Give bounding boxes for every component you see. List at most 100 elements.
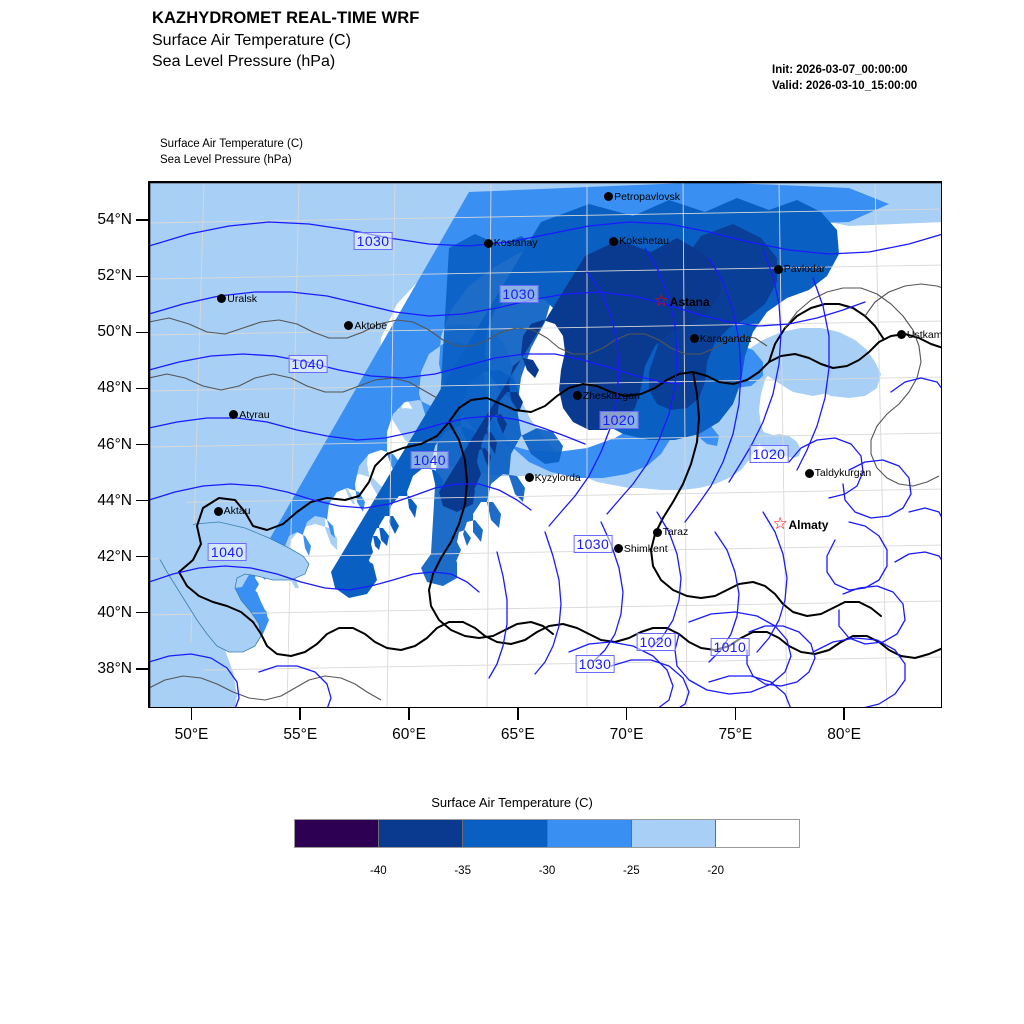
subtitle-temperature: Surface Air Temperature (C)	[152, 31, 351, 49]
isobar-label: 1020	[749, 444, 789, 463]
lon-tick	[517, 708, 519, 720]
city-marker-petropavlovsk[interactable]: Petropavlovsk	[604, 191, 680, 203]
city-marker-atyrau[interactable]: Atyrau	[229, 408, 270, 421]
capital-star-icon: ☆	[772, 514, 788, 534]
isobar-label: 1030	[353, 231, 393, 250]
city-label: Kokshetau	[619, 235, 669, 248]
lat-tick	[136, 275, 148, 278]
isobar-label: 1030	[499, 285, 539, 304]
city-label: Aktobe	[354, 319, 388, 332]
city-marker-kokshetau[interactable]: Kokshetau	[609, 235, 669, 247]
city-marker-almaty[interactable]: ☆ Almaty	[772, 514, 829, 534]
colorbar-tick-label: -25	[623, 865, 640, 877]
lon-tick-label: 70°E	[609, 726, 644, 743]
field-caption-pressure: Sea Level Pressure (hPa)	[160, 154, 292, 167]
city-dot-icon	[524, 473, 534, 483]
lon-tick	[190, 708, 193, 720]
init-time: Init: 2026-03-07_00:00:00	[772, 64, 908, 76]
city-marker-kyzylorda[interactable]: Kyzylorda	[524, 471, 581, 484]
city-dot-icon	[609, 236, 619, 246]
city-label: Karaganda	[699, 332, 752, 345]
isobar-label: 1010	[710, 638, 750, 657]
lon-tick-label: 80°E	[827, 726, 861, 743]
city-dot-icon	[229, 410, 239, 420]
colorbar-tick-label: -35	[454, 865, 471, 877]
city-marker-karaganda[interactable]: Karaganda	[689, 332, 752, 345]
field-caption: Surface Air Temperature (C) Sea Level Pr…	[160, 136, 303, 169]
country-borders	[178, 303, 941, 659]
isobar-label: 1040	[207, 543, 247, 562]
lat-tick-label: 40°N	[97, 603, 132, 621]
lon-tick	[843, 708, 845, 720]
city-label: Ustkaman	[906, 328, 942, 341]
lat-tick	[136, 667, 148, 670]
city-marker-aktau[interactable]: Aktau	[213, 505, 251, 518]
city-marker-taldykurgan[interactable]: Taldykurgan	[804, 467, 871, 479]
model-run-info: Init: 2026-03-07_00:00:00 Valid: 2026-03…	[772, 63, 917, 94]
city-label: Astana	[669, 294, 710, 309]
city-label: Uralsk	[227, 292, 258, 305]
lat-tick	[136, 387, 148, 390]
lat-tick	[136, 499, 148, 502]
lon-tick	[625, 708, 628, 720]
regional-borders	[149, 283, 941, 701]
isobar-label: 1040	[410, 450, 449, 469]
city-dot-icon	[613, 544, 623, 554]
lon-tick	[299, 708, 302, 720]
temperature-field	[149, 182, 941, 640]
lon-tick-label: 65°E	[500, 726, 535, 743]
city-marker-pavlodar[interactable]: Pavlodar	[773, 263, 826, 276]
lat-tick-label: 44°N	[97, 491, 132, 509]
city-dot-icon	[483, 238, 493, 248]
colorbar[interactable]	[294, 819, 800, 848]
lat-tick-label: 46°N	[97, 435, 132, 453]
colorbar-swatch-5	[714, 820, 800, 847]
lat-tick	[136, 219, 148, 222]
colorbar-swatch-2	[462, 820, 547, 847]
city-label: Zheskazgan	[582, 389, 640, 402]
lat-tick-label: 54°N	[97, 211, 132, 229]
lat-tick-label: 52°N	[97, 267, 132, 285]
title-block: KAZHYDROMET REAL-TIME WRF Surface Air Te…	[152, 8, 419, 72]
city-marker-aktobe[interactable]: Aktobe	[344, 320, 387, 332]
subtitle-pressure: Sea Level Pressure (hPa)	[152, 52, 336, 70]
city-marker-taraz[interactable]: Taraz	[652, 526, 689, 539]
lat-tick-label: 50°N	[97, 323, 132, 341]
lat-tick-label: 42°N	[97, 547, 132, 565]
city-dot-icon	[652, 527, 662, 537]
city-label: Kostanay	[493, 237, 538, 250]
city-dot-icon	[804, 468, 814, 478]
city-label: Taraz	[662, 526, 689, 539]
colorbar-swatch-0	[295, 820, 379, 847]
isobar-label: 1020	[636, 632, 676, 651]
colorbar-swatch-3	[546, 820, 631, 847]
lat-tick	[136, 331, 148, 334]
city-marker-zheskazgan[interactable]: Zheskazgan	[572, 389, 640, 402]
capital-star-icon: ☆	[653, 291, 669, 311]
lon-tick	[734, 708, 737, 720]
city-marker-uralsk[interactable]: Uralsk	[217, 293, 257, 305]
city-marker-astana[interactable]: ☆ Astana	[653, 291, 710, 311]
isobar-label: 1020	[599, 411, 639, 430]
weather-map[interactable]: Petropavlovsk Kostanay Kokshetau Pavlodar Ur…	[148, 181, 942, 708]
city-dot-icon	[344, 321, 354, 331]
city-label: Pavlodar	[783, 263, 826, 276]
lat-tick	[136, 443, 148, 446]
lon-tick-label: 75°E	[718, 726, 753, 743]
isobar-label: 1030	[575, 655, 615, 674]
city-label: Aktau	[223, 505, 251, 518]
city-dot-icon	[572, 391, 582, 401]
city-label: Petropavlovsk	[614, 190, 681, 203]
colorbar-tick-label: -40	[370, 865, 387, 877]
city-marker-ustkaman[interactable]: Ustkaman	[896, 328, 942, 341]
city-label: Kyzylorda	[534, 471, 581, 484]
page-title: KAZHYDROMET REAL-TIME WRF	[152, 9, 420, 27]
city-label: Atyrau	[239, 408, 270, 421]
colorbar-tick-label: -30	[538, 865, 556, 877]
lon-tick-label: 60°E	[392, 726, 426, 743]
city-marker-shimkent[interactable]: Shimkent	[613, 543, 668, 555]
lon-tick	[408, 708, 410, 720]
city-marker-kostanay[interactable]: Kostanay	[483, 237, 538, 250]
city-label: Almaty	[788, 517, 829, 532]
colorbar-swatch-4	[630, 820, 715, 847]
